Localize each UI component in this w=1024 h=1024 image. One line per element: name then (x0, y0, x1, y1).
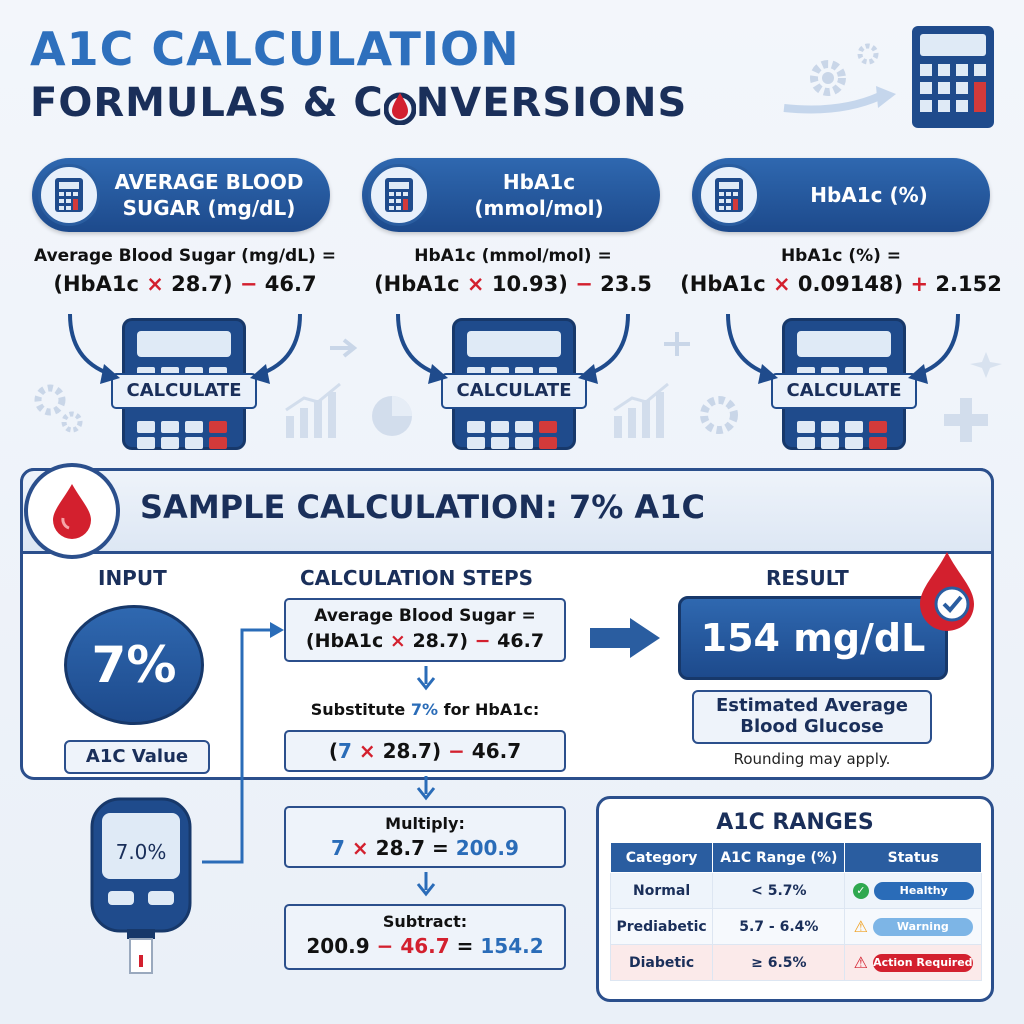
glucose-meter-icon (90, 797, 192, 974)
step-formula-box: Average Blood Sugar = (HbA1c × 28.7) − 4… (284, 598, 566, 662)
step-substitute-box: (7 × 28.7) − 46.7 (284, 730, 566, 772)
result-value: 154 mg/dL (678, 596, 948, 680)
tab-hba1c-percent[interactable]: HbA1c (%) (692, 158, 990, 232)
gear-icon (700, 396, 738, 434)
plus-icon (944, 398, 988, 442)
alert-icon: ⚠ (853, 953, 868, 972)
calculator-icon (698, 164, 760, 226)
formula-hba1c-percent: HbA1c (%) = (HbA1c × 0.09148) + 2.152 (680, 246, 1002, 296)
gears-icon (34, 384, 83, 433)
drop-check-icon (920, 552, 974, 631)
sample-title: SAMPLE CALCULATION: 7% A1C (140, 488, 705, 526)
blood-drop-icon (383, 92, 416, 125)
arrow-icon (783, 86, 896, 114)
sample-calculation-header (20, 468, 994, 554)
tab-average-blood-sugar[interactable]: AVERAGE BLOOD SUGAR (mg/dL) (32, 158, 330, 232)
down-arrow-icon (416, 666, 436, 691)
ranges-table: Category A1C Range (%) Status Normal < 5… (609, 842, 982, 981)
status-badge: Action Required (872, 953, 973, 972)
right-arrow-icon (590, 618, 660, 658)
page-title: A1C CALCULATION (30, 22, 520, 76)
table-row: Normal < 5.7% ✓ Healthy (609, 872, 982, 909)
warning-icon: ⚠ (853, 917, 868, 936)
check-icon: ✓ (852, 882, 869, 899)
calculate-button[interactable]: CALCULATE (111, 373, 257, 409)
column-header: Category (609, 842, 714, 873)
calculator-icon (368, 164, 430, 226)
connector-arrow (202, 622, 284, 864)
steps-heading: CALCULATION STEPS (300, 566, 534, 590)
column-header: Status (844, 842, 982, 873)
step-subtract-box: Subtract: 200.9 − 46.7 = 154.2 (284, 904, 566, 970)
table-row: Diabetic ≥ 6.5% ⚠ Action Required (609, 944, 982, 981)
substitute-label: Substitute 7% for HbA1c: (310, 700, 540, 719)
input-value-circle: 7% (64, 605, 204, 725)
formula-average-blood-sugar: Average Blood Sugar (mg/dL) = (HbA1c × 2… (34, 246, 336, 296)
formula-hba1c-mmol: HbA1c (mmol/mol) = (HbA1c × 10.93) − 23.… (374, 246, 652, 296)
page-subtitle: FORMULAS & C NVERSIONS (30, 80, 688, 126)
a1c-value-label: A1C Value (64, 740, 210, 774)
bar-chart-icon (613, 382, 669, 438)
tab-hba1c-mmol[interactable]: HbA1c (mmol/mol) (362, 158, 660, 232)
input-heading: INPUT (98, 566, 167, 590)
calculator-icon (912, 26, 994, 128)
gears-icon (810, 43, 879, 96)
pie-chart-icon (372, 396, 412, 436)
result-heading: RESULT (766, 566, 849, 590)
ranges-title: A1C RANGES (716, 810, 874, 835)
status-badge: Warning (872, 917, 973, 936)
down-arrow-icon (416, 776, 436, 801)
step-multiply-box: Multiply: 7 × 28.7 = 200.9 (284, 806, 566, 868)
meter-display: 7.0% (115, 840, 167, 864)
status-badge: Healthy (873, 881, 974, 900)
calculate-button[interactable]: CALCULATE (771, 373, 917, 409)
rounding-note: Rounding may apply. (733, 750, 891, 768)
sparkle-icon (970, 352, 1002, 378)
column-header: A1C Range (%) (712, 842, 846, 873)
blood-drop-icon (53, 484, 91, 539)
bar-chart-icon (285, 382, 341, 438)
table-row: Prediabetic 5.7 - 6.4% ⚠ Warning (609, 908, 982, 945)
blood-drop-badge (24, 463, 120, 559)
calculate-button[interactable]: CALCULATE (441, 373, 587, 409)
curved-arrows (68, 313, 960, 384)
calculator-icon (38, 164, 100, 226)
down-arrow-icon (416, 872, 436, 897)
result-label: Estimated Average Blood Glucose (692, 690, 932, 744)
